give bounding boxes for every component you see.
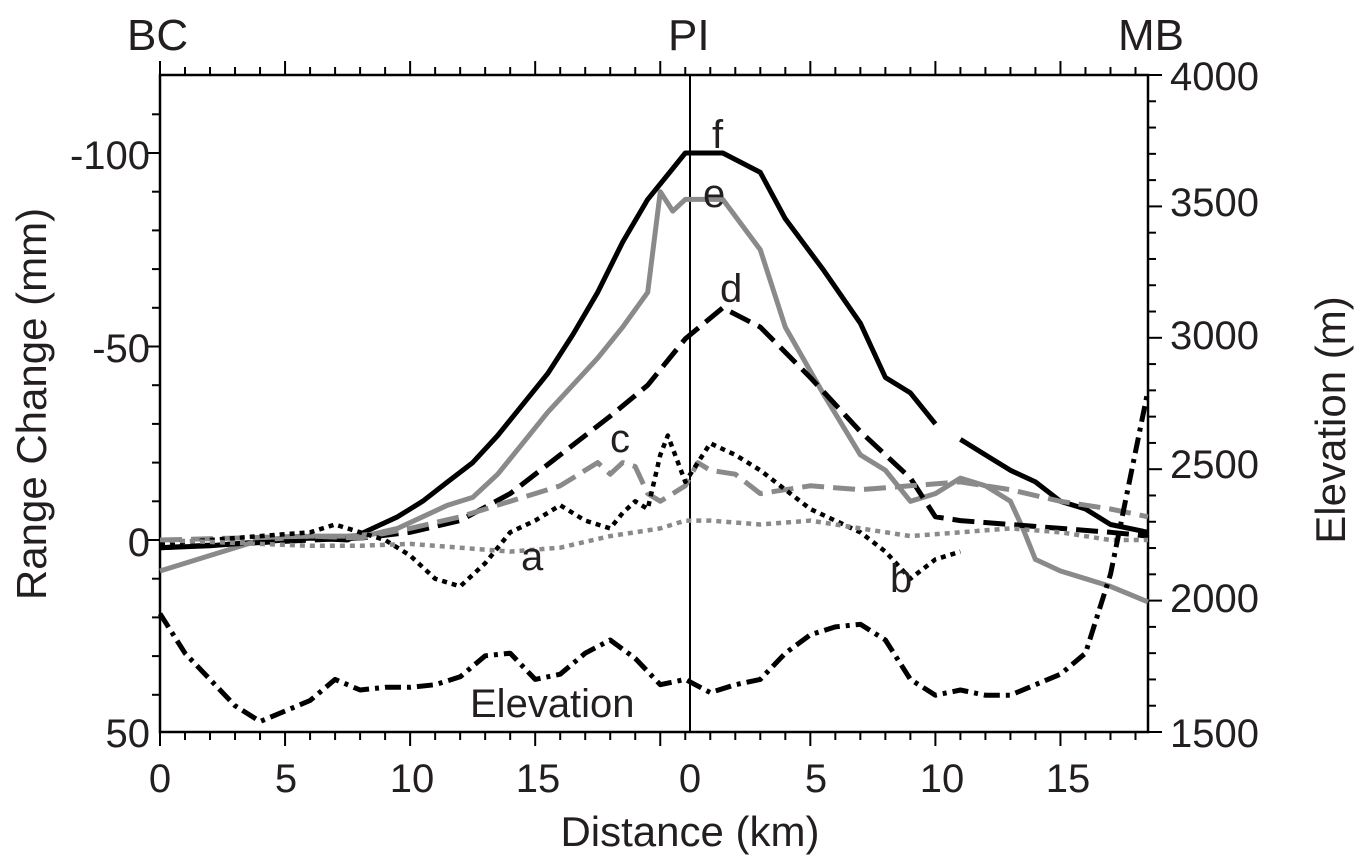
y-left-tick-label: -100 bbox=[70, 134, 150, 178]
y-right-tick-label: 1500 bbox=[1170, 712, 1259, 756]
series-layer bbox=[157, 150, 1151, 724]
x-tick-label: 5 bbox=[275, 757, 297, 801]
annotation-b: b bbox=[890, 557, 912, 601]
series-line-elevation bbox=[157, 389, 1151, 724]
y-right-tick-label: 2000 bbox=[1170, 577, 1259, 621]
y-right-axis-title: Elevation (m) bbox=[1307, 296, 1354, 543]
plot-frame bbox=[158, 73, 1150, 734]
series-line-c bbox=[159, 460, 1149, 543]
annotation-elevation: Elevation bbox=[470, 682, 635, 726]
x-tick-label: 5 bbox=[805, 757, 827, 801]
x-tick-label: 15 bbox=[516, 757, 561, 801]
annotation-a: a bbox=[521, 535, 544, 579]
series-line-f bbox=[959, 437, 1149, 535]
y-left-tick-label: 0 bbox=[128, 521, 150, 565]
axis-ticks bbox=[146, 61, 1162, 746]
series-line-b bbox=[159, 433, 962, 589]
x-tick-label: 0 bbox=[149, 757, 171, 801]
annotation-d: d bbox=[720, 267, 742, 311]
annotation-e: e bbox=[703, 172, 725, 216]
series-line-d bbox=[159, 305, 1149, 551]
top-label-pi: PI bbox=[668, 11, 710, 60]
series-line-a bbox=[159, 518, 1148, 554]
y-left-tick-label: 50 bbox=[106, 712, 151, 756]
y-right-tick-label: 3000 bbox=[1170, 314, 1259, 358]
top-label-mb: MB bbox=[1118, 11, 1184, 60]
y-right-tick-label: 2500 bbox=[1170, 443, 1259, 487]
y-right-tick-label: 4000 bbox=[1170, 55, 1259, 99]
annotation-c: c bbox=[610, 417, 630, 461]
x-tick-label: 10 bbox=[920, 757, 965, 801]
top-label-bc: BC bbox=[127, 11, 188, 60]
y-left-axis-title: Range Change (mm) bbox=[8, 208, 55, 600]
x-axis-title: Distance (km) bbox=[560, 808, 819, 855]
annotation-f: f bbox=[712, 113, 724, 157]
y-right-tick-label: 3500 bbox=[1170, 181, 1259, 225]
x-tick-label: 15 bbox=[1046, 757, 1091, 801]
x-tick-label: 10 bbox=[390, 757, 435, 801]
x-tick-label: 0 bbox=[679, 757, 701, 801]
y-left-tick-label: -50 bbox=[92, 327, 150, 371]
